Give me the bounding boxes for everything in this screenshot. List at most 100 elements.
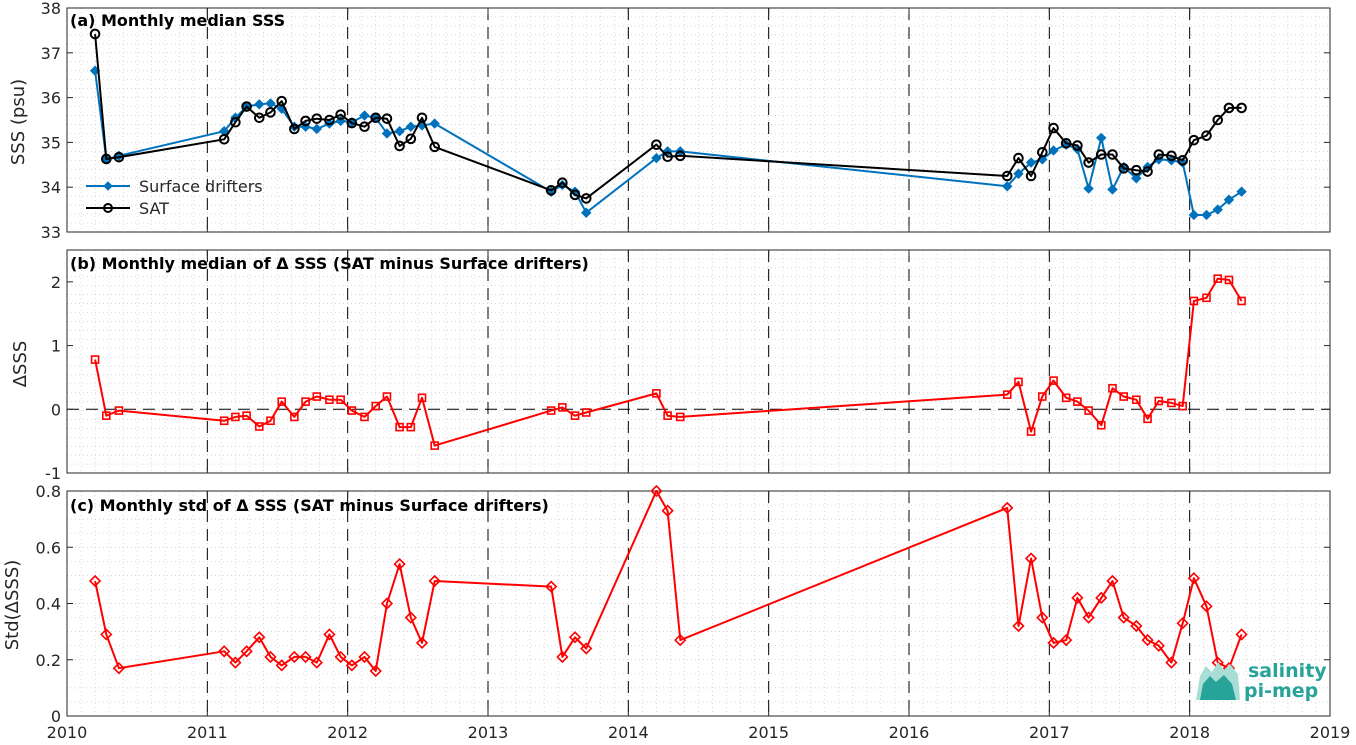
panel-a-series-0-point <box>1013 168 1024 179</box>
legend-marker-drifters <box>103 181 113 191</box>
panel-a-series-1-point <box>381 113 393 124</box>
panel-a-ytick-label: 36 <box>41 89 61 108</box>
panel-a-series-0-point <box>381 128 393 139</box>
panel-a-series-1-point <box>1188 134 1200 146</box>
panel-b-series-0-point <box>1061 393 1071 403</box>
panel-a-series-1-point <box>394 140 405 152</box>
panel-a-series-1-point <box>429 141 440 153</box>
panel-b-series-0-point <box>371 401 381 411</box>
panel-a-series-1-point <box>1072 140 1083 151</box>
panel-a-series-0-point <box>1212 204 1223 215</box>
panel-c-title: (c) Monthly std of Δ SSS (SAT minus Surf… <box>70 496 549 515</box>
panel-b-series-0-point <box>360 412 369 422</box>
panel-c-series-0-point <box>275 659 288 672</box>
panel-c-series-0-point <box>1130 619 1143 633</box>
panel-c-ytick-label: 0.6 <box>36 538 61 557</box>
panel-a-series-1-point <box>324 114 335 126</box>
panel-a-ytick-label: 38 <box>41 0 61 18</box>
panel-a-series-1-point <box>1212 114 1224 126</box>
panel-a-series-0-point <box>1048 145 1059 156</box>
panel-a-series-1-point <box>674 150 686 162</box>
panel-c-series-0-point <box>1165 656 1178 669</box>
panel-a-series-0-point <box>651 152 662 164</box>
salinity-pimep-logo: salinity pi-mep <box>1196 660 1327 702</box>
panel-c-series-0-point <box>393 557 406 571</box>
panel-c-ytick-label: 0.4 <box>36 595 61 614</box>
panel-a-series-0-point <box>1083 183 1094 194</box>
logo-wave-shape-inner <box>1200 675 1236 700</box>
legend: Surface drifters SAT <box>86 177 263 218</box>
panel-a-ytick-label: 33 <box>41 223 61 242</box>
panel-b-series-0-point <box>430 441 439 450</box>
x-tick-label: 2012 <box>327 723 368 742</box>
panel-c-series-0-point <box>288 650 301 664</box>
panel-b-series-0-point <box>581 408 591 417</box>
panel-b-series-0-point <box>1096 420 1106 430</box>
panel-b-series-0-point <box>114 406 124 415</box>
panel-b-series-0-point <box>675 412 685 422</box>
panel-c-ytick-label: 0 <box>51 707 61 726</box>
panel-a-series-1-point <box>1083 157 1094 168</box>
panel-c-series-0-point <box>229 656 242 669</box>
x-tick-label: 2016 <box>889 723 930 742</box>
panel-c-series-0-point <box>310 656 323 669</box>
legend-label-drifters: Surface drifters <box>139 177 263 196</box>
panel-b-series-0-point <box>301 397 310 406</box>
panel-c-series-0-point <box>369 664 382 678</box>
panel-c-series-0-point <box>1235 628 1248 641</box>
panel-c-series-0-point <box>323 628 336 641</box>
panel-a-series-1-point <box>1048 122 1059 134</box>
panel-b-series-0-point <box>395 422 404 432</box>
panel-a-axes-box <box>66 7 1331 233</box>
panel-b-series-0-point <box>266 416 275 426</box>
panel-c-series-0-point <box>264 650 277 664</box>
legend-label-sat: SAT <box>139 199 169 218</box>
panel-a-series-1-point <box>265 107 276 118</box>
panel-b-series-0-point <box>231 412 240 422</box>
panel-c-series-0-line <box>94 490 1243 672</box>
panel-c-series-0-point <box>334 650 347 664</box>
panel-b-series-0-point <box>1049 376 1058 385</box>
panel-a-series-1-point <box>100 153 112 165</box>
x-tick-label: 2014 <box>608 723 649 742</box>
panel-a-series-1-point <box>1118 163 1130 174</box>
panel-a-series-1-point <box>1166 150 1177 162</box>
panel-a-series-1-point <box>1025 170 1037 182</box>
panel-a-title: (a) Monthly median SSS <box>70 11 285 30</box>
panel-b-series-0-point <box>101 411 111 420</box>
panel-a-series-1-point <box>416 112 428 124</box>
panel-a-series-0-point <box>581 207 592 218</box>
panel-b-series-0-point <box>336 395 345 405</box>
panel-b-series-0-point <box>570 411 580 420</box>
panel-c-series-0-point <box>1024 552 1038 565</box>
panel-c-series-0-point <box>112 662 126 675</box>
x-tick-label: 2019 <box>1310 723 1351 742</box>
panel-b-series-0-point <box>290 412 299 422</box>
panel-b-series-0-point <box>347 406 357 415</box>
panel-b-ylabel: ΔSSS <box>10 341 31 388</box>
panel-a-ytick-label: 37 <box>41 44 61 63</box>
panel-a-series-1-point <box>113 151 125 163</box>
panel-c-series-0-point <box>240 645 253 658</box>
panel-c-series-0-point <box>650 484 663 498</box>
panel-c-series-0-point <box>345 659 359 672</box>
panel-a-series-1-point <box>359 121 370 133</box>
panel-b-ytick-label: -1 <box>45 464 61 483</box>
x-tick-label: 2011 <box>187 723 228 742</box>
panel-a-series-1-point <box>1131 164 1142 176</box>
panel-b-title: (b) Monthly median of Δ SSS (SAT minus S… <box>70 254 589 273</box>
panel-b-series-0-point <box>1237 296 1246 306</box>
panel-a-series-1-point <box>557 177 568 189</box>
panel-c-series-0-point <box>1200 600 1213 613</box>
panel-b-series-0-point <box>1189 296 1199 306</box>
panel-c-series-0-point <box>88 574 102 588</box>
panel-b-series-0-point <box>652 389 661 398</box>
panel-c-series-0-point <box>404 611 417 624</box>
panel-a-series-0-point <box>394 125 405 137</box>
panel-a-series-1-point <box>276 95 288 107</box>
panel-a-series-1-point <box>1107 149 1118 160</box>
panel-b-series-0-point <box>1178 401 1187 411</box>
panel-c-series-0-point <box>1082 611 1095 624</box>
panel-b-series-0-point <box>1119 392 1129 401</box>
panel-c-series-0-point <box>1095 591 1108 605</box>
